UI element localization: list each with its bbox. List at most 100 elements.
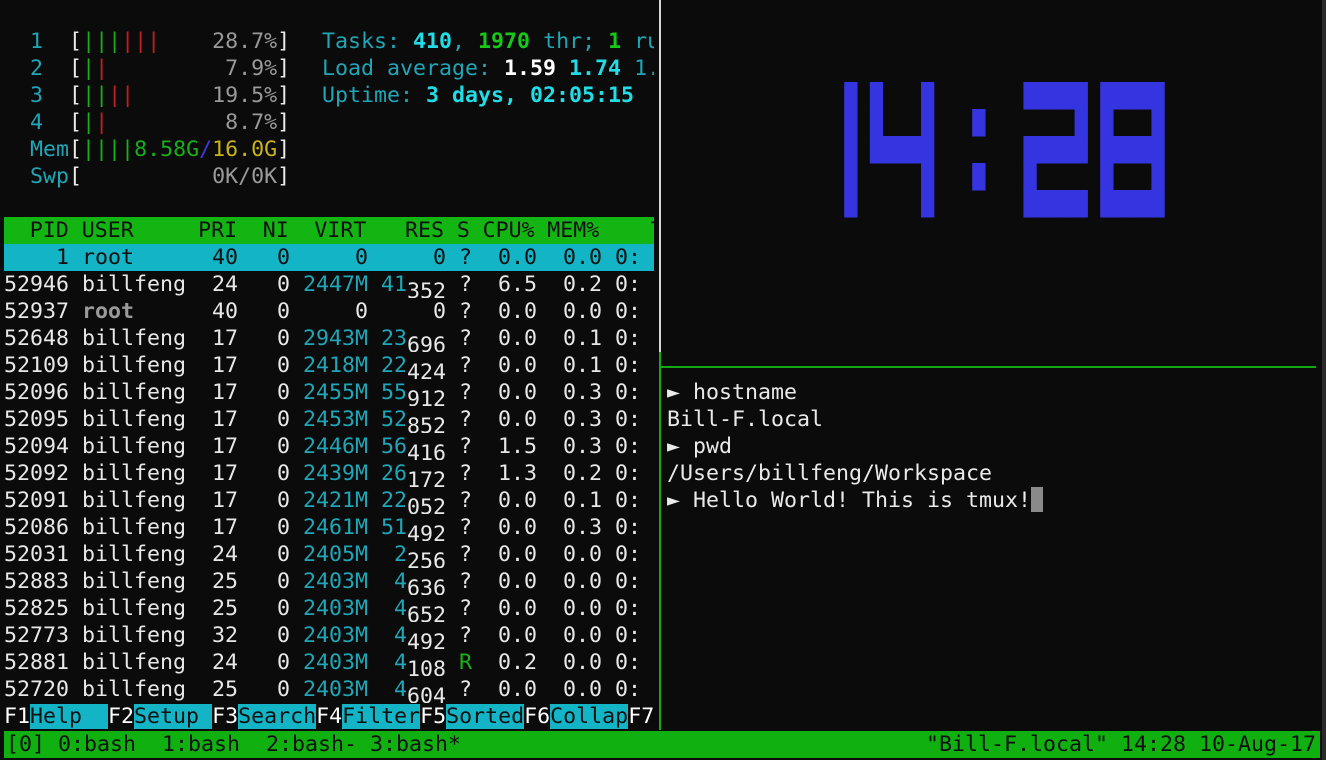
function-key-f7[interactable]: F7N <box>628 703 654 730</box>
cell-mem: 0.0 <box>562 623 602 648</box>
cell-ni: 0 <box>276 515 290 540</box>
column-header-user[interactable]: USER <box>81 218 134 243</box>
function-key-f1[interactable]: F1Help <box>4 703 109 730</box>
table-row[interactable]: 52092 billfeng 17 0 2439M 26172? 1.3 0.2 0: <box>4 460 654 487</box>
cell-user: billfeng <box>82 272 187 297</box>
cell-virt: 2453M <box>302 407 368 432</box>
column-header-ni[interactable]: NI <box>262 218 289 243</box>
table-row[interactable]: 52031 billfeng 24 0 2405M 2256? 0.0 0.0 0: <box>4 541 654 568</box>
cell-pri: 17 <box>211 488 238 513</box>
clock-pixel <box>1113 136 1127 164</box>
cell-pri: 24 <box>211 542 238 567</box>
cell-s: ? <box>458 623 472 648</box>
column-header-s[interactable]: S <box>456 218 470 243</box>
cell-pri: 17 <box>211 326 238 351</box>
clock-pixel <box>1113 190 1127 218</box>
cell-ni: 0 <box>276 596 290 621</box>
cell-user: billfeng <box>82 569 187 594</box>
cell-res: 55912 <box>380 380 446 406</box>
pane-divider-horizontal[interactable] <box>661 366 1316 368</box>
function-key-f3[interactable]: F3Search <box>212 703 317 730</box>
pane-divider-vertical-active[interactable] <box>659 352 661 730</box>
table-row[interactable]: 52094 billfeng 17 0 2446M 56416? 1.5 0.3 0: <box>4 433 654 460</box>
clock-pixel <box>895 136 909 164</box>
window-list[interactable]: [0] 0:bash 1:bash 2:bash- 3:bash* <box>6 732 462 757</box>
htop-pane[interactable]: 1 [|||||| 28.7%] 2 [|| 7.9%] 3 [|||| 19.… <box>4 0 654 730</box>
table-row[interactable]: 52825 billfeng 25 0 2403M 4652? 0.0 0.0 0: <box>4 595 654 622</box>
column-header-pid[interactable]: PID <box>29 218 69 243</box>
cpu-label: 3 <box>30 83 44 108</box>
cell-time: 0: <box>614 515 641 540</box>
cell-mem: 0.3 <box>562 434 602 459</box>
table-row[interactable]: 52883 billfeng 25 0 2403M 4636? 0.0 0.0 0: <box>4 568 654 595</box>
cell-user: billfeng <box>82 542 187 567</box>
clock-pixel <box>1049 190 1063 218</box>
cell-pri: 17 <box>211 380 238 405</box>
table-row[interactable]: 52773 billfeng 32 0 2403M 4492? 0.0 0.0 0: <box>4 622 654 649</box>
cell-pri: 32 <box>211 623 238 648</box>
function-key-f5[interactable]: F5Sorted <box>420 703 525 730</box>
clock-digit <box>844 82 858 218</box>
cell-user: billfeng <box>82 677 187 702</box>
clock-pixel <box>1036 82 1050 110</box>
table-row[interactable]: 52086 billfeng 17 0 2461M 51492? 0.0 0.3 0: <box>4 514 654 541</box>
cell-pri: 17 <box>211 515 238 540</box>
table-row[interactable]: 52109 billfeng 17 0 2418M 22424? 0.0 0.1 0: <box>4 352 654 379</box>
clock-pixel <box>844 190 858 218</box>
cell-cpu: 0.2 <box>497 650 537 675</box>
cell-s: ? <box>458 488 472 513</box>
cell-pid: 52773 <box>4 623 69 648</box>
function-key-f4[interactable]: F4Filter <box>316 703 421 730</box>
function-key-f2[interactable]: F2Setup <box>108 703 213 730</box>
table-row[interactable]: 52937 root 40 0 0 0? 0.0 0.0 0: <box>4 298 654 325</box>
cell-cpu: 0.0 <box>497 623 537 648</box>
cell-s: ? <box>458 326 472 351</box>
load-15: 1. <box>634 56 654 81</box>
clock-pixel <box>1138 82 1152 110</box>
load-1: 1.59 <box>504 56 557 81</box>
table-row[interactable]: 52648 billfeng 17 0 2943M 23696? 0.0 0.1 0: <box>4 325 654 352</box>
table-row-selected[interactable]: 1 root 40 0 0 0? 0.0 0.0 0: <box>4 244 654 271</box>
cell-pid: 52937 <box>4 299 69 324</box>
cell-cpu: 0.0 <box>497 488 537 513</box>
table-row[interactable]: 52091 billfeng 17 0 2421M 22052? 0.0 0.1 0: <box>4 487 654 514</box>
column-header-mem-pct[interactable]: MEM% <box>547 218 600 243</box>
cell-user: billfeng <box>82 407 187 432</box>
command-text: Hello World! This is tmux! <box>693 488 1032 513</box>
uptime-value: 3 days, 02:05:15 <box>426 83 635 108</box>
shell-command-line: ► pwd <box>667 433 732 460</box>
column-header-virt[interactable]: VIRT <box>314 218 367 243</box>
cell-time: 0: <box>614 677 641 702</box>
cell-ni: 0 <box>276 380 290 405</box>
fkey-label: Search <box>238 704 317 729</box>
table-row[interactable]: 52095 billfeng 17 0 2453M 52852? 0.0 0.3 0: <box>4 406 654 433</box>
table-row[interactable]: 52946 billfeng 24 0 2447M 41352? 6.5 0.2 0: <box>4 271 654 298</box>
column-header-cpu-pct[interactable]: CPU% <box>482 218 535 243</box>
cpu-meter: 4 [|| 8.7%] <box>30 110 291 135</box>
cell-ni: 0 <box>276 542 290 567</box>
table-row[interactable]: 52096 billfeng 17 0 2455M 55912? 0.0 0.3 0: <box>4 379 654 406</box>
cell-pid: 52883 <box>4 569 69 594</box>
threads-count: 1970 <box>478 29 531 54</box>
cell-pri: 17 <box>211 407 238 432</box>
function-key-f6[interactable]: F6Collap <box>524 703 629 730</box>
cell-s: ? <box>458 353 472 378</box>
cell-pid: 1 <box>55 245 69 270</box>
pane-divider-vertical[interactable] <box>659 0 661 352</box>
shell-command-line: ► Hello World! This is tmux! <box>667 487 1044 514</box>
cell-s: ? <box>458 245 472 270</box>
cell-mem: 0.2 <box>562 461 602 486</box>
table-row[interactable]: 52720 billfeng 25 0 2403M 4604? 0.0 0.0 0: <box>4 676 654 703</box>
column-header-t[interactable]: T <box>599 217 654 244</box>
cell-time: 0: <box>614 542 641 567</box>
cell-time: 0: <box>614 407 641 432</box>
cell-virt: 2446M <box>302 434 368 459</box>
table-row[interactable]: 52881 billfeng 24 0 2403M 4108 R 0.2 0.0 0: <box>4 649 654 676</box>
status-right: "Bill-F.local" 14:28 10-Aug-17 <box>925 732 1316 757</box>
load-label: Load average: <box>322 56 505 81</box>
column-header-res[interactable]: RES <box>405 218 445 243</box>
cell-ni: 0 <box>276 677 290 702</box>
cell-res: 52852 <box>380 407 446 433</box>
column-header-pri[interactable]: PRI <box>198 218 237 243</box>
cell-virt: 2403M <box>302 650 368 675</box>
